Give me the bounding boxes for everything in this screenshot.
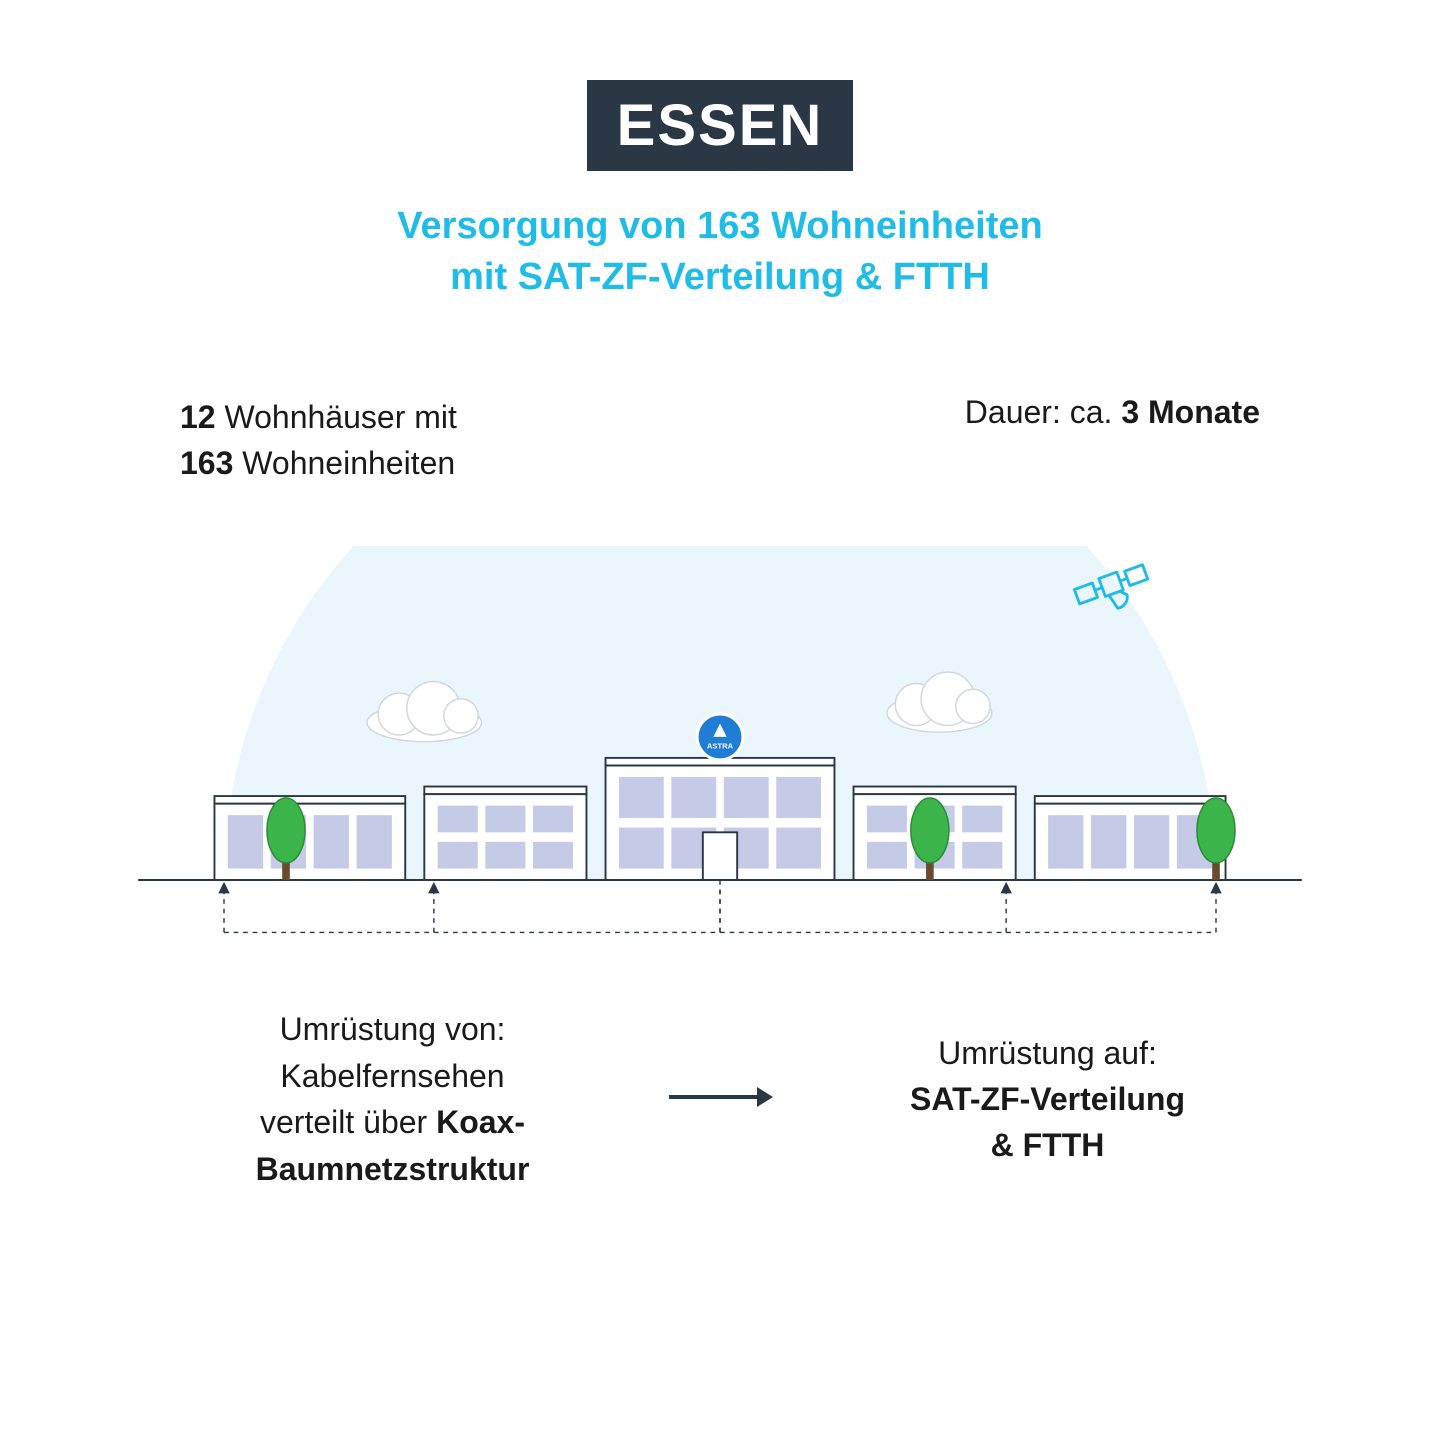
conversion-row: Umrüstung von: Kabelfernsehen verteilt ü…	[100, 1006, 1340, 1192]
to-bold2: & FTTH	[991, 1127, 1105, 1163]
arrow-icon	[665, 1083, 775, 1116]
from-bold2: Baumnetzstruktur	[256, 1151, 530, 1187]
from-line2: verteilt über	[260, 1104, 436, 1140]
duration-value: 3 Monate	[1121, 394, 1260, 430]
subtitle-line1: Versorgung von 163 Wohneinheiten	[397, 205, 1042, 247]
buildings-diagram: ASTRA	[100, 546, 1340, 966]
stats-row: 12 Wohnhäuser mit 163 Wohneinheiten Daue…	[100, 394, 1340, 487]
stat-duration: Dauer: ca. 3 Monate	[965, 394, 1260, 487]
from-bold1: Koax-	[436, 1104, 525, 1140]
to-label: Umrüstung auf:	[938, 1035, 1157, 1071]
title-block: ESSEN	[100, 80, 1340, 171]
svg-text:ASTRA: ASTRA	[707, 742, 734, 751]
houses-label: Wohnhäuser mit	[216, 399, 457, 435]
units-label: Wohneinheiten	[233, 445, 455, 481]
illustration: ASTRA	[100, 546, 1340, 966]
from-label: Umrüstung von:	[280, 1011, 506, 1047]
duration-label: Dauer: ca.	[965, 394, 1122, 430]
page-title: ESSEN	[587, 80, 854, 171]
subtitle: Versorgung von 163 Wohneinheiten mit SAT…	[100, 201, 1340, 304]
conversion-from: Umrüstung von: Kabelfernsehen verteilt ü…	[160, 1006, 625, 1192]
conversion-to: Umrüstung auf: SAT-ZF-Verteilung & FTTH	[815, 1030, 1280, 1169]
to-bold1: SAT-ZF-Verteilung	[910, 1081, 1185, 1117]
houses-count: 12	[180, 399, 216, 435]
stat-houses: 12 Wohnhäuser mit 163 Wohneinheiten	[180, 394, 457, 487]
from-line1: Kabelfernsehen	[280, 1058, 504, 1094]
subtitle-line2: mit SAT-ZF-Verteilung & FTTH	[450, 256, 990, 298]
units-count: 163	[180, 445, 233, 481]
